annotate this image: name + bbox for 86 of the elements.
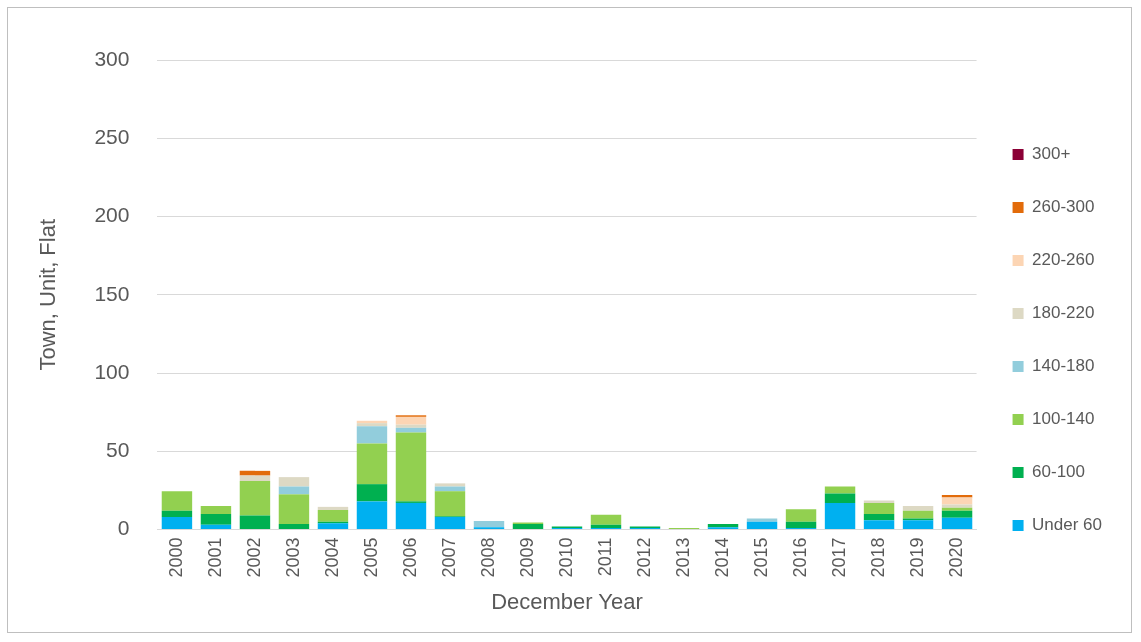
legend-label: 220-260	[1032, 250, 1095, 270]
x-tick-label: 2020	[946, 537, 967, 578]
x-axis-title: December Year	[491, 588, 643, 614]
legend-label: 180-220	[1032, 303, 1095, 323]
bar	[356, 501, 388, 530]
bar	[356, 484, 388, 502]
bar	[941, 497, 973, 505]
bar	[941, 517, 973, 530]
x-tick-label: 2002	[243, 537, 264, 578]
bar	[902, 520, 934, 530]
bar	[434, 483, 466, 487]
bar	[395, 427, 427, 433]
bar	[824, 493, 856, 503]
bar	[941, 510, 973, 518]
bar	[395, 432, 427, 502]
bar	[239, 515, 271, 530]
bar	[395, 416, 427, 425]
bar	[239, 475, 271, 482]
bar	[317, 509, 349, 522]
x-tick-label: 2000	[165, 537, 186, 578]
bar	[785, 521, 817, 528]
x-tick-label: 2006	[399, 537, 420, 578]
bar	[278, 524, 310, 530]
bar	[395, 424, 427, 428]
x-tick-label: 2008	[477, 537, 498, 578]
legend-label: 300+	[1032, 144, 1071, 164]
bar	[863, 520, 895, 530]
bar	[239, 481, 271, 516]
bar	[278, 477, 310, 487]
bar	[239, 470, 271, 476]
legend-label: 100-140	[1032, 409, 1095, 429]
bar	[434, 517, 466, 530]
legend-label: 140-180	[1032, 356, 1095, 376]
x-tick-label: 2015	[751, 537, 771, 578]
bar	[200, 513, 232, 525]
x-tick-label: 2004	[321, 537, 342, 578]
x-tick-label: 2016	[790, 537, 811, 578]
bar	[278, 494, 310, 525]
x-tick-label: 2011	[594, 537, 615, 577]
x-tick-label: 2007	[438, 537, 459, 578]
x-tick-label: 2010	[555, 537, 576, 578]
bar	[317, 523, 349, 530]
y-tick-label: 0	[117, 516, 130, 540]
bar	[824, 502, 856, 530]
bar	[200, 524, 232, 530]
bar	[356, 426, 388, 444]
x-tick-label: 2013	[672, 537, 693, 578]
legend-label: 60-100	[1032, 462, 1085, 482]
bar	[590, 524, 622, 528]
bar	[902, 506, 934, 511]
bar	[863, 513, 895, 521]
bar	[863, 502, 895, 514]
bar	[395, 502, 427, 530]
legend-label: 260-300	[1032, 197, 1095, 217]
y-tick-label: 150	[94, 281, 130, 305]
y-tick-label: 50	[106, 438, 130, 462]
y-tick-label: 200	[94, 203, 130, 227]
x-tick-label: 2019	[907, 537, 928, 578]
y-axis-title: Town, Unit, Flat	[35, 218, 61, 371]
bar	[746, 521, 778, 530]
bar	[785, 509, 817, 522]
bar	[200, 506, 232, 514]
x-tick-label: 2014	[711, 537, 732, 578]
bar	[356, 443, 388, 485]
x-tick-label: 2017	[829, 537, 850, 578]
bar	[746, 518, 778, 522]
bar	[161, 510, 193, 518]
x-tick-label: 2005	[360, 537, 381, 578]
x-tick-label: 2012	[633, 537, 654, 578]
bar	[161, 491, 193, 511]
bar	[473, 520, 505, 528]
x-tick-label: 2009	[516, 537, 537, 578]
bar	[590, 514, 622, 525]
y-tick-label: 100	[94, 359, 130, 383]
bar	[317, 506, 349, 510]
bar	[434, 491, 466, 517]
x-tick-label: 2018	[868, 537, 889, 578]
bar	[902, 510, 934, 519]
legend-label: Under 60	[1032, 515, 1102, 535]
x-tick-label: 2003	[282, 537, 303, 578]
bar	[512, 524, 544, 530]
bar	[161, 517, 193, 530]
bar	[824, 486, 856, 494]
x-tick-label: 2001	[204, 537, 225, 578]
y-tick-label: 300	[94, 46, 130, 70]
y-tick-label: 250	[94, 125, 130, 149]
